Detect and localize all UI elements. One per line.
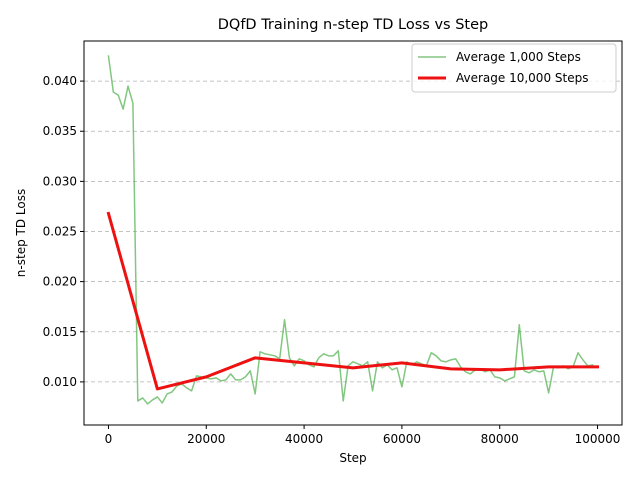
grid-lines (84, 80, 622, 383)
y-tick-label: 0.035 (43, 124, 77, 138)
y-tick-label: 0.010 (43, 375, 77, 389)
x-tick-label: 20000 (187, 432, 225, 446)
y-axis-title: n-step TD Loss (14, 189, 28, 277)
x-tick-label: 80000 (481, 432, 519, 446)
x-tick-label: 100000 (575, 432, 621, 446)
series-line-1 (107, 55, 594, 405)
y-tick-label: 0.015 (43, 325, 77, 339)
legend: Average 1,000 Steps Average 10,000 Steps (411, 43, 617, 93)
x-axis: 0 20000 40000 60000 80000 100000 (105, 425, 621, 446)
y-axis: 0.010 0.015 0.020 0.025 0.030 0.035 0.040 (43, 74, 84, 389)
series-layer (106, 55, 600, 405)
series-line-2 (106, 211, 600, 391)
x-tick-label: 40000 (285, 432, 323, 446)
y-tick-label: 0.040 (43, 74, 77, 88)
legend-label: Average 10,000 Steps (456, 71, 588, 85)
legend-box (411, 43, 617, 93)
x-axis-title: Step (339, 451, 366, 465)
y-tick-label: 0.020 (43, 275, 77, 289)
x-tick-label: 60000 (383, 432, 421, 446)
plot-frame (83, 40, 623, 426)
y-tick-label: 0.025 (43, 224, 77, 238)
y-tick-label: 0.030 (43, 174, 77, 188)
x-tick-label: 0 (105, 432, 113, 446)
legend-label: Average 1,000 Steps (456, 50, 581, 64)
chart-title: DQfD Training n-step TD Loss vs Step (218, 17, 488, 33)
